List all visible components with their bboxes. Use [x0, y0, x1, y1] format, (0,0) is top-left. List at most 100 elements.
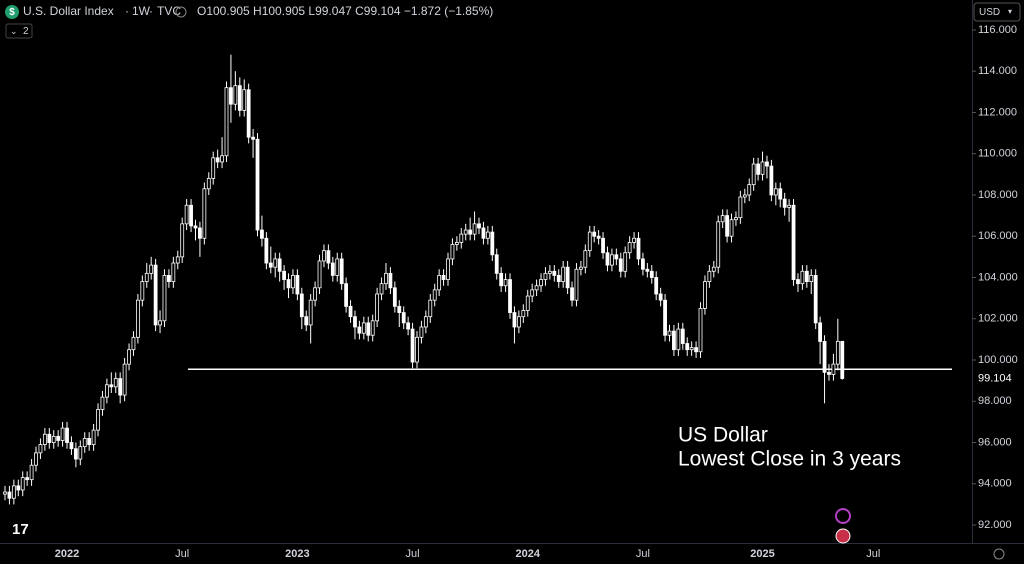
- candle-body: [20, 477, 25, 491]
- candle-body: [339, 258, 344, 285]
- candle-body: [69, 442, 74, 450]
- candle-body: [202, 188, 207, 239]
- candle-body: [618, 258, 623, 272]
- candle-body: [587, 231, 592, 252]
- last-price-tag: [973, 370, 1023, 387]
- candle-body: [87, 438, 92, 445]
- candle-body: [330, 262, 335, 276]
- candle-body: [787, 204, 792, 208]
- candle-body: [694, 347, 698, 353]
- event-icon[interactable]: [835, 508, 851, 524]
- indicator-toggle[interactable]: [5, 23, 33, 39]
- candle-body: [180, 223, 185, 258]
- candle-body: [34, 452, 38, 466]
- candle-body: [78, 446, 83, 460]
- candle-body: [415, 336, 419, 363]
- candle-body: [627, 242, 632, 254]
- candle-body: [552, 270, 557, 276]
- candle-body: [220, 155, 224, 163]
- candle-body: [747, 184, 752, 196]
- candle-body: [122, 363, 127, 396]
- candle-body: [401, 312, 406, 324]
- event-icon[interactable]: [835, 528, 851, 544]
- candle-body: [175, 256, 180, 264]
- candle-body: [632, 237, 636, 243]
- candle-body: [344, 283, 349, 307]
- x-tick-label: Jul: [406, 548, 420, 560]
- y-tick-label: 110.000: [978, 148, 1017, 160]
- candle-body: [472, 223, 477, 235]
- annotation: US Dollar: [678, 424, 768, 447]
- eye-icon[interactable]: [175, 6, 187, 18]
- y-tick-label: 94.000: [978, 478, 1012, 490]
- candle-body: [813, 275, 818, 324]
- candle-body: [16, 485, 21, 491]
- candle-body: [641, 258, 645, 270]
- candle-body: [818, 322, 823, 342]
- candle-body: [579, 266, 583, 270]
- candle-body: [658, 293, 663, 301]
- y-tick-label: 112.000: [978, 106, 1017, 118]
- candle-body: [791, 204, 796, 280]
- candle-body: [525, 295, 530, 311]
- candle-body: [685, 343, 690, 351]
- settings-icon[interactable]: [993, 548, 1005, 560]
- candle-body: [481, 227, 486, 239]
- candle-body: [144, 272, 149, 283]
- x-tick-label: Jul: [175, 548, 189, 560]
- candle-body: [388, 272, 393, 289]
- candle-body: [649, 270, 654, 278]
- candle-body: [410, 328, 415, 363]
- candle-body: [454, 242, 459, 245]
- x-tick-label: 2024: [515, 548, 540, 560]
- candle-body: [738, 196, 743, 219]
- candle-body: [3, 491, 7, 495]
- x-tick-label: 2025: [750, 548, 774, 560]
- candle-body: [835, 340, 840, 365]
- candle-body: [198, 227, 202, 239]
- symbol-header[interactable]: $ U.S. Dollar Index · 1W · TVC O100.905 …: [5, 4, 493, 19]
- candle-body: [268, 262, 273, 268]
- candle-body: [565, 266, 570, 289]
- y-tick-label: 116.000: [978, 24, 1017, 36]
- candle-body: [158, 320, 162, 326]
- y-tick-label: 100.000: [978, 354, 1018, 366]
- candle-body: [56, 435, 61, 441]
- candle-body: [7, 491, 12, 499]
- candle-body: [840, 340, 845, 379]
- candle-body: [459, 233, 464, 243]
- candle-body: [189, 204, 193, 227]
- symbol-title: U.S. Dollar Index: [23, 4, 114, 18]
- candle-body: [304, 316, 309, 326]
- candle-body: [140, 281, 145, 301]
- logo[interactable]: 17: [12, 521, 29, 538]
- candle-body: [229, 87, 233, 105]
- currency: USD: [979, 7, 1000, 18]
- candle-body: [326, 250, 331, 264]
- candle-body: [672, 330, 676, 351]
- interval: 1W: [132, 4, 151, 18]
- candle-body: [379, 283, 384, 295]
- symbol-icon-glyph: $: [9, 7, 15, 18]
- candle-body: [610, 254, 614, 266]
- candle-body: [375, 293, 380, 322]
- candle-body: [521, 310, 526, 318]
- candle-body: [667, 330, 672, 336]
- x-tick-label: 2023: [285, 548, 309, 560]
- candle-body: [135, 299, 140, 338]
- candle-body: [392, 287, 397, 307]
- candle-body: [73, 448, 78, 460]
- candle-body: [313, 287, 318, 301]
- candle-body: [113, 378, 118, 388]
- currency-button[interactable]: [973, 2, 1021, 22]
- candle-body: [423, 316, 428, 328]
- candle-body: [51, 435, 56, 443]
- candle-body: [11, 485, 16, 499]
- candle-body: [184, 204, 189, 225]
- candle-body: [827, 371, 831, 375]
- candle-body: [663, 299, 667, 336]
- candle-body: [450, 244, 455, 260]
- indicator-count: 2: [23, 26, 29, 37]
- candle-body: [162, 275, 167, 322]
